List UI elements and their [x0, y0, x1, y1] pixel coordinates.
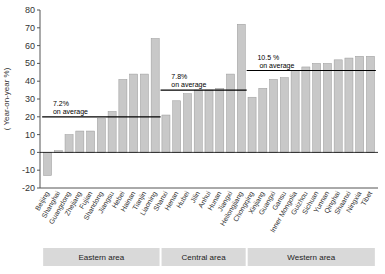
y-tick-label: -10 [22, 165, 35, 175]
average-line [161, 89, 247, 90]
bar [345, 58, 353, 152]
y-tick-label: 40 [25, 76, 35, 86]
y-tick-label: 20 [25, 112, 35, 122]
bar [87, 131, 95, 152]
bar [248, 97, 256, 152]
bar [108, 111, 116, 152]
area-label: Western area [287, 253, 335, 262]
zero-line [40, 152, 378, 153]
bar [140, 74, 148, 152]
y-axis-label: ( Year-on-year %) [2, 67, 11, 130]
bar [205, 90, 213, 152]
x-axis-line [40, 188, 378, 189]
y-tick-label: 10 [25, 130, 35, 140]
y-tick-label: -20 [22, 183, 35, 193]
bar [151, 38, 159, 152]
y-tick-label: 80 [25, 5, 35, 15]
bar [183, 94, 191, 153]
bar [270, 79, 278, 152]
annotation: 10.5 % on average [257, 54, 294, 70]
chart: -20 -10 0 10 20 30 40 50 60 70 80 ( Year-on-year %)… [0, 0, 385, 274]
y-tick-label: 30 [25, 94, 35, 104]
bar [130, 74, 138, 152]
y-tick-label: 70 [25, 23, 35, 33]
y-tick-label: 60 [25, 41, 35, 51]
average-line [247, 70, 376, 71]
x-tick-label: Hubei [175, 190, 190, 210]
bar [280, 78, 288, 153]
area-box [248, 248, 375, 266]
annotation: 7.2%on average [53, 100, 88, 116]
bar [334, 60, 342, 153]
x-tick-label: Tibet [360, 190, 374, 207]
bar [226, 74, 234, 152]
bar [65, 135, 73, 153]
bar [97, 119, 105, 153]
bar [162, 115, 170, 152]
area-label: Eastern area [78, 253, 124, 262]
bar [291, 71, 299, 153]
area-label: Central area [182, 253, 227, 262]
y-tick-label: 0 [30, 147, 35, 157]
bar [76, 131, 84, 152]
bar [237, 24, 245, 152]
bar [323, 63, 331, 152]
area-box [43, 248, 159, 266]
y-axis-line [40, 10, 41, 188]
bar [259, 88, 267, 152]
y-tick-label: 50 [25, 58, 35, 68]
area-box [162, 248, 246, 266]
bars [43, 24, 374, 175]
bar [119, 79, 127, 152]
bar [173, 101, 181, 153]
average-line [42, 116, 160, 117]
bar [313, 63, 321, 152]
annotation: 7.8%on average [171, 73, 206, 89]
bar [43, 152, 51, 175]
bar [194, 90, 202, 152]
bar [216, 88, 224, 152]
bar [302, 67, 310, 152]
